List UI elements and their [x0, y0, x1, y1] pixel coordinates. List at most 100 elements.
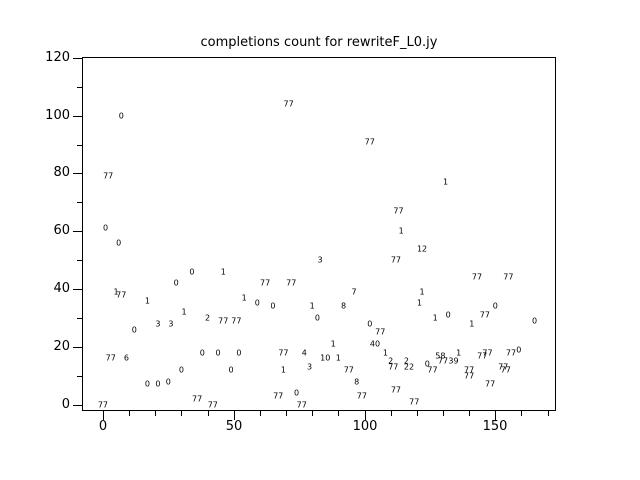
x-minor-tick	[260, 411, 261, 416]
data-point-label: 77	[286, 278, 297, 288]
data-point-label: 1	[432, 313, 438, 323]
data-point-label: 77	[503, 272, 514, 282]
x-major-tick	[234, 411, 235, 420]
data-point-label: 1	[241, 293, 247, 303]
data-point-label: 0	[173, 278, 179, 288]
data-point-label: 77	[437, 356, 449, 366]
data-point-label: 2	[403, 356, 409, 366]
data-point-label: 0	[314, 313, 320, 323]
data-point-label: 0	[424, 359, 430, 369]
data-point-label: 77	[116, 290, 127, 300]
data-point-label: 4	[301, 348, 307, 358]
y-tick-label: 80	[53, 165, 70, 180]
data-point-label: 0	[131, 325, 137, 334]
data-point-label: 0	[516, 345, 522, 355]
data-point-label: 39	[448, 356, 459, 366]
data-point-label: 77	[498, 362, 509, 372]
data-point-label: 1	[398, 226, 404, 236]
y-major-tick	[73, 289, 82, 290]
data-point-label: 3	[168, 319, 174, 329]
data-point-label: 77	[505, 348, 517, 358]
data-point-label: 3	[307, 362, 313, 372]
y-major-tick	[73, 58, 82, 59]
x-major-tick	[103, 411, 104, 420]
x-minor-tick	[417, 411, 418, 416]
data-point-label: 77	[231, 316, 242, 326]
data-point-label: 77	[390, 385, 401, 395]
data-point-label: 7	[351, 287, 357, 297]
x-minor-tick	[391, 411, 392, 416]
data-point-label: 6	[123, 353, 130, 363]
data-point-label: 77	[343, 365, 354, 375]
data-point-label: 0	[236, 348, 242, 358]
data-point-label: 77	[390, 255, 401, 265]
data-point-label: 0	[293, 388, 300, 398]
data-point-label: 77	[356, 391, 367, 401]
x-minor-tick	[521, 411, 522, 416]
data-point-label: 1	[335, 353, 341, 363]
data-point-label: 0	[178, 365, 184, 375]
data-point-label: 77	[364, 137, 375, 147]
x-minor-tick	[181, 411, 182, 416]
data-point-label: 0	[270, 301, 276, 311]
data-point-label: 58	[435, 351, 446, 361]
x-tick-label: 150	[482, 419, 508, 434]
data-point-label: 77	[464, 371, 475, 381]
data-point-label: 0	[116, 238, 122, 248]
data-point-label: 3	[155, 319, 161, 329]
data-point-label: 77	[218, 316, 229, 326]
data-point-label: 77	[375, 327, 386, 337]
x-minor-tick	[469, 411, 470, 416]
data-point-label: 1	[382, 348, 388, 358]
x-minor-tick	[312, 411, 313, 416]
y-minor-tick	[77, 87, 82, 88]
data-point-label: 0	[144, 379, 150, 389]
data-point-label: 0	[165, 377, 171, 387]
data-point-label: 0	[215, 348, 221, 358]
data-point-label: 0	[228, 365, 234, 375]
data-point-label: 1	[330, 339, 336, 349]
data-point-label: 0	[155, 379, 161, 389]
data-point-label: 77	[500, 365, 511, 375]
data-point-label: 1	[309, 301, 315, 311]
data-point-label: 0	[492, 301, 498, 311]
y-major-tick	[73, 116, 82, 117]
y-tick-label: 0	[61, 397, 70, 412]
data-point-label: 0	[102, 223, 109, 233]
x-minor-tick	[338, 411, 339, 416]
data-point-label: 3	[317, 255, 323, 265]
data-point-label: 77	[97, 400, 109, 410]
y-minor-tick	[77, 318, 82, 319]
data-point-label: 8	[341, 301, 347, 311]
data-point-label: 1	[280, 365, 286, 375]
data-point-label: 2	[409, 362, 415, 372]
y-tick-label: 100	[45, 108, 70, 123]
x-tick-label: 0	[98, 419, 108, 434]
x-minor-tick	[286, 411, 287, 416]
data-point-label: 1	[416, 298, 422, 308]
y-major-tick	[73, 405, 82, 406]
x-minor-tick	[208, 411, 209, 416]
x-tick-label: 50	[225, 419, 243, 434]
data-point-label: 0	[445, 310, 451, 320]
x-minor-tick	[443, 411, 444, 416]
y-minor-tick	[77, 376, 82, 377]
data-point-label: 1	[443, 177, 449, 187]
data-point-label: 77	[207, 400, 218, 410]
data-point-label: 77	[296, 400, 307, 410]
data-point-label: 77	[482, 348, 493, 358]
data-point-label: 2	[403, 362, 409, 372]
y-major-tick	[73, 173, 82, 174]
data-point-label: 0	[254, 298, 260, 308]
y-minor-tick	[77, 145, 82, 146]
data-point-label: 77	[273, 391, 284, 401]
data-point-label: 77	[477, 351, 488, 361]
data-point-label: 2	[205, 313, 211, 323]
data-point-label: 1	[220, 267, 226, 277]
data-point-label: 77	[427, 365, 438, 375]
data-point-label: 12	[416, 244, 428, 254]
data-point-label: 77	[278, 348, 289, 358]
data-point-label: 1	[144, 296, 150, 306]
x-major-tick	[495, 411, 496, 420]
